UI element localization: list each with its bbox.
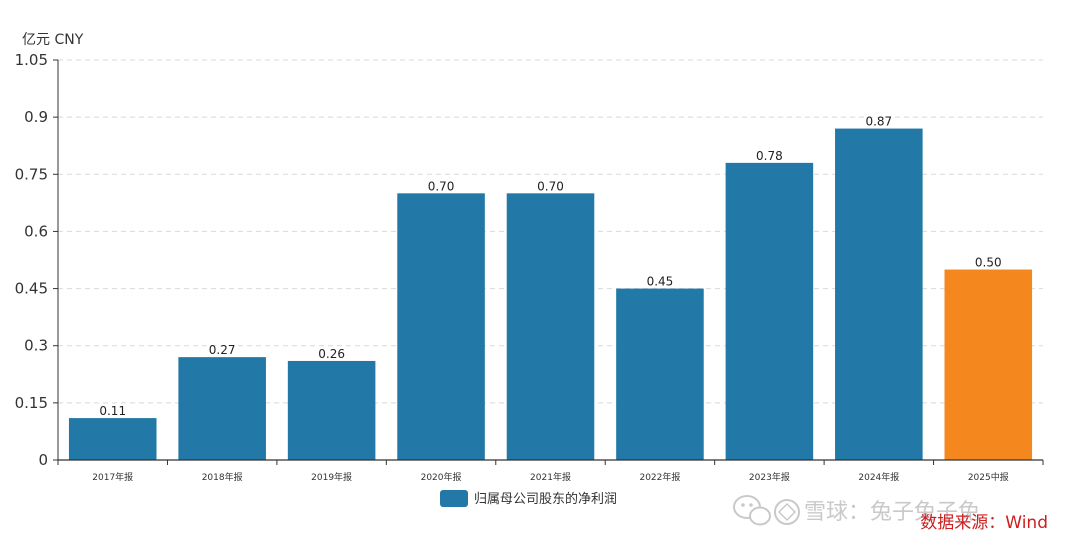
y-tick-label: 1.05 (15, 51, 48, 69)
unit-label: 亿元 CNY (22, 32, 84, 48)
snowball-icon (774, 499, 800, 525)
data-label: 0.87 (865, 115, 892, 129)
watermark-text: 雪球：兔子兔子兔 (804, 500, 980, 525)
y-tick-label: 0 (38, 451, 48, 469)
watermark: 雪球：兔子兔子兔 (733, 495, 980, 526)
y-tick-label: 0.45 (15, 280, 48, 298)
wechat-icon (733, 495, 771, 526)
legend-swatch (440, 490, 468, 507)
data-label: 0.70 (537, 179, 564, 193)
data-label: 0.45 (647, 275, 674, 289)
data-label: 0.26 (318, 347, 345, 361)
y-tick-label: 0.9 (24, 108, 48, 126)
x-tick-label: 2024年报 (858, 471, 899, 483)
x-tick-label: 2018年报 (202, 471, 243, 483)
data-label: 0.78 (756, 149, 783, 163)
x-tick-label: 2021年报 (530, 471, 571, 483)
bar (616, 288, 704, 460)
bar (178, 357, 266, 460)
x-tick-label: 2017年报 (92, 471, 133, 483)
legend-label: 归属母公司股东的净利润 (474, 491, 617, 507)
bar (68, 418, 157, 460)
x-tick-label: 2022年报 (639, 471, 680, 483)
y-tick-label: 0.15 (15, 394, 48, 412)
y-tick-label: 0.3 (24, 337, 48, 355)
source-note: 数据来源：Wind (920, 513, 1048, 533)
data-labels: 0.11 0.27 0.26 0.70 0.70 0.45 0.78 0.87 0.50 (99, 115, 1001, 419)
bar (397, 193, 485, 461)
bar (725, 162, 814, 460)
bar (944, 269, 1033, 460)
data-label: 0.50 (975, 256, 1002, 270)
data-label: 0.11 (99, 404, 126, 418)
x-tick-label: 2023年报 (749, 471, 790, 483)
y-tick-label: 0.75 (15, 165, 48, 183)
data-label: 0.70 (428, 179, 455, 193)
x-tick-label: 2025中报 (968, 471, 1009, 483)
legend: 归属母公司股东的净利润 (440, 490, 617, 507)
x-tick-label: 2019年报 (311, 471, 352, 483)
bar (287, 360, 376, 460)
x-axis: 2017年报 2018年报 2019年报 2020年报 2021年报 2022年报 2023… (57, 459, 1044, 483)
bar (506, 193, 595, 461)
data-label: 0.27 (209, 343, 236, 357)
bars (68, 128, 1033, 461)
bar (835, 128, 923, 461)
y-axis: 0 0.15 0.3 0.45 0.6 0.75 0.9 1.05 (15, 51, 59, 469)
x-tick-label: 2020年报 (421, 471, 462, 483)
y-tick-label: 0.6 (24, 222, 48, 240)
